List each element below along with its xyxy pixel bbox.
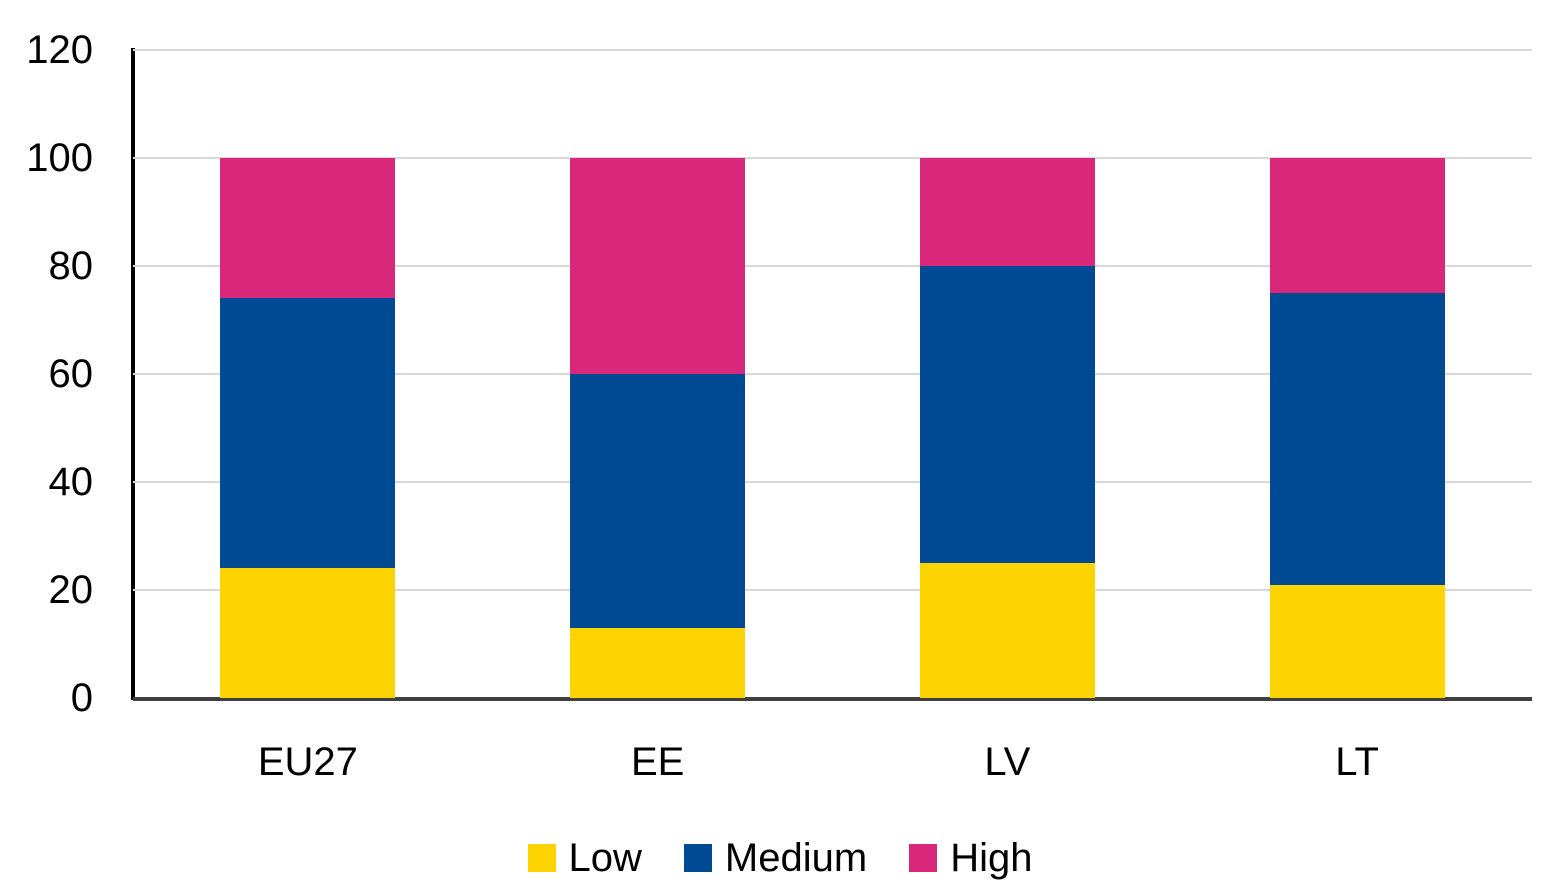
bar-lt-high	[1269, 158, 1445, 293]
legend-swatch-high	[909, 844, 938, 872]
x-label-ee: EE	[630, 740, 685, 784]
bar-eu27-low	[220, 568, 396, 698]
bar-lt-medium	[1269, 293, 1445, 585]
legend-swatch-low	[527, 844, 556, 872]
gridline-20	[133, 589, 1532, 591]
bar-eu27-high	[220, 158, 396, 299]
x-axis-line	[133, 697, 1532, 701]
y-tick-label-120: 120	[26, 28, 93, 72]
legend: Low Medium High	[0, 832, 1560, 884]
gridline-120	[133, 49, 1532, 51]
gridline-40	[133, 481, 1532, 483]
bar-lv-medium	[919, 266, 1095, 563]
y-tick-label-80: 80	[48, 244, 94, 288]
bar-lv-high	[919, 158, 1095, 266]
gridline-100	[133, 157, 1532, 159]
legend-item-low: Low	[527, 836, 642, 880]
bar-lv-low	[919, 563, 1095, 698]
legend-label-medium: Medium	[724, 836, 868, 880]
legend-item-medium: Medium	[683, 836, 868, 880]
y-tick-label-20: 20	[48, 568, 94, 612]
x-label-lv: LV	[984, 740, 1031, 784]
x-label-lt: LT	[1335, 740, 1379, 784]
bar-ee-medium	[570, 374, 746, 628]
gridline-60	[133, 373, 1532, 375]
legend-label-high: High	[950, 836, 1033, 880]
legend-swatch-medium	[683, 844, 712, 872]
bar-eu27-medium	[220, 298, 396, 569]
gridline-80	[133, 265, 1532, 267]
bar-ee-low	[570, 627, 746, 698]
y-tick-label-100: 100	[26, 136, 93, 180]
bar-lt-low	[1269, 584, 1445, 698]
bar-ee-high	[570, 158, 746, 374]
x-label-eu27: EU27	[257, 740, 358, 784]
legend-item-high: High	[909, 838, 1032, 878]
y-tick-label-60: 60	[48, 352, 94, 396]
y-tick-label-0: 0	[70, 676, 93, 720]
legend-label-low: Low	[568, 836, 642, 880]
y-tick-label-40: 40	[48, 460, 94, 504]
